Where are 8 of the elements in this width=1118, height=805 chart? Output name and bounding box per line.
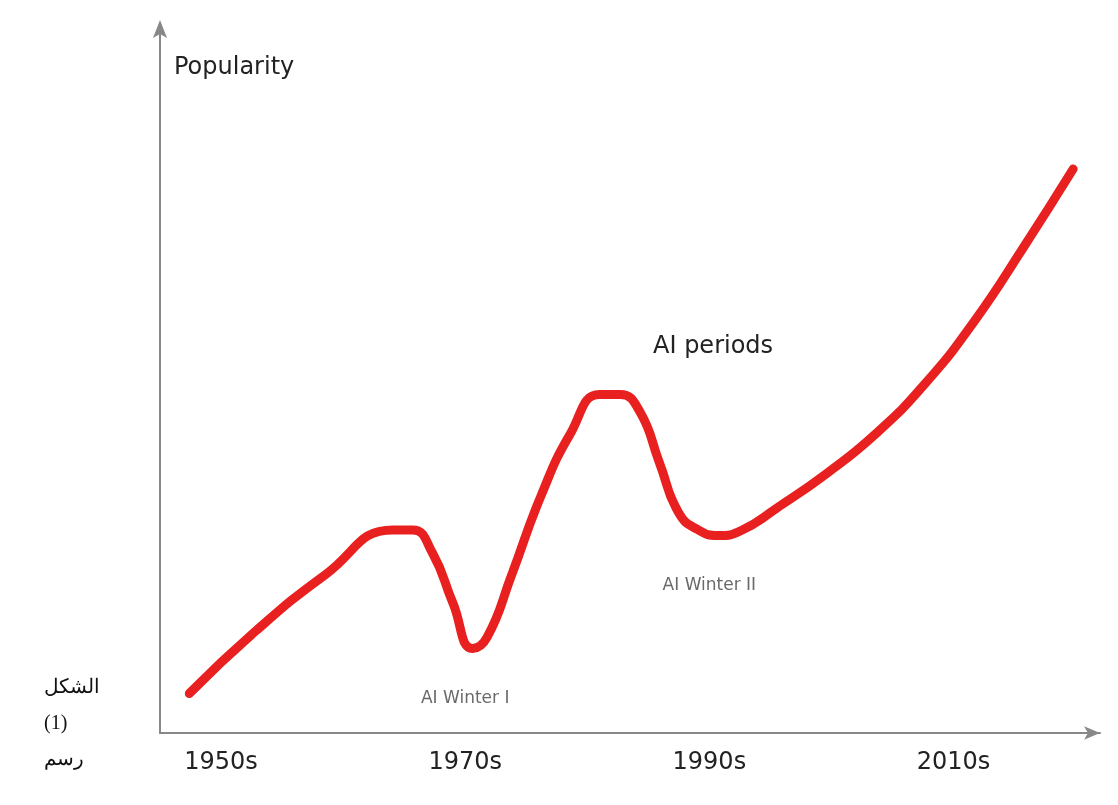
annotation: AI Winter II bbox=[662, 574, 757, 595]
x-tick-label: 1990s bbox=[672, 747, 747, 775]
y-axis-title: Popularity bbox=[174, 52, 295, 80]
x-tick-label: 1950s bbox=[184, 747, 258, 775]
annotation: AI Winter I bbox=[420, 686, 510, 707]
x-tick-label: 2010s bbox=[916, 747, 991, 775]
x-tick-label: 1970s bbox=[428, 747, 502, 775]
annotation: AI periods bbox=[653, 331, 774, 359]
